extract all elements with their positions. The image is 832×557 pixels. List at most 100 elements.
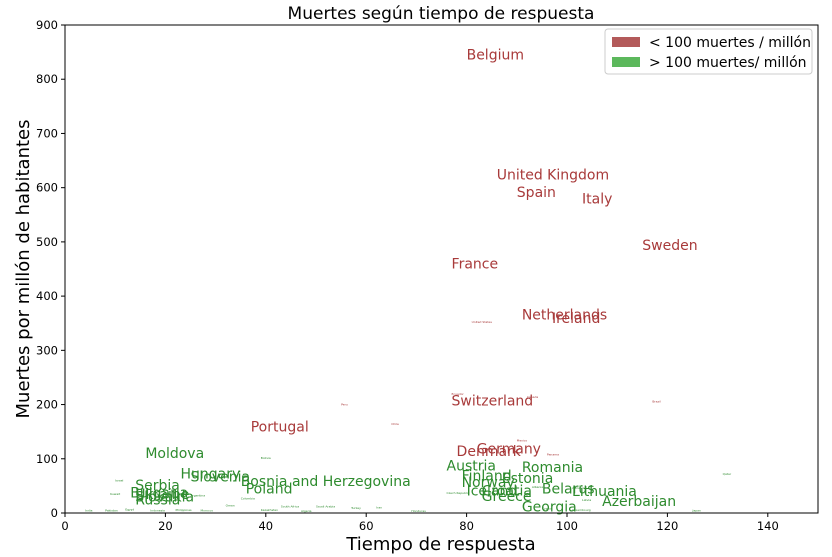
country-label: Albania	[532, 485, 543, 489]
country-label: Netherlands	[522, 307, 607, 323]
country-label: Germany	[477, 441, 541, 457]
country-label: Norway	[462, 475, 515, 491]
y-tick-label: 100	[36, 452, 58, 466]
country-label: Oman	[226, 503, 235, 507]
country-label: Lithuania	[572, 484, 637, 500]
y-tick-label: 800	[36, 72, 58, 86]
x-tick-label: 80	[459, 519, 474, 533]
country-label: Pakistan	[105, 508, 118, 512]
country-label: Hungary	[180, 466, 240, 482]
country-label: Georgia	[522, 499, 577, 515]
country-label: Argentina	[191, 494, 206, 498]
country-label: Morocco	[201, 508, 214, 512]
country-label: Cyprus	[542, 507, 553, 511]
country-label: Belgium	[467, 48, 524, 64]
y-tick-label: 500	[36, 235, 58, 249]
y-tick-label: 900	[36, 18, 58, 32]
legend-swatch	[612, 57, 640, 67]
country-label: Belarus	[542, 481, 595, 497]
country-label: Poland	[246, 481, 293, 497]
country-label: Colombia	[241, 496, 255, 500]
legend-entry: > 100 muertes/ millón	[649, 55, 807, 71]
country-label: Azerbaijan	[602, 494, 676, 510]
y-tick-label: 0	[51, 506, 58, 520]
country-label: Slovakia	[135, 490, 194, 506]
legend-box	[604, 28, 813, 75]
y-tick-label: 600	[36, 181, 58, 195]
y-tick-label: 700	[36, 126, 58, 140]
legend-swatch	[612, 37, 640, 47]
x-tick-label: 40	[258, 519, 273, 533]
country-label: Kuwait	[110, 492, 121, 496]
x-tick-label: 100	[556, 519, 578, 533]
x-tick-label: 20	[158, 519, 173, 533]
country-label: Croatia	[482, 484, 532, 500]
country-label: Finland	[462, 468, 512, 484]
y-tick-label: 400	[36, 289, 58, 303]
country-label: Peru	[341, 403, 348, 407]
x-tick-label: 60	[359, 519, 374, 533]
y-tick-label: 200	[36, 398, 58, 412]
country-label: Portugal	[251, 420, 309, 436]
country-label: Russia	[135, 492, 180, 508]
chart-title: Muertes según tiempo de respuesta	[288, 4, 595, 24]
country-label: Ecuador	[452, 392, 465, 396]
country-label: Canada	[527, 395, 539, 399]
country-label: Indonesia	[150, 508, 165, 512]
country-label: Egypt	[125, 507, 134, 511]
country-label: Serbia	[135, 478, 180, 494]
y-axis: 0 100 200 300 400 500 600 700 800 900	[36, 18, 65, 520]
country-label: Algeria	[301, 509, 312, 513]
country-label: Bulgaria	[130, 485, 188, 501]
country-label: Armenia	[572, 486, 585, 490]
country-label: Spain	[517, 185, 556, 201]
country-label: Mexico	[517, 438, 528, 442]
country-label: Bolivia	[261, 456, 271, 460]
x-tick-label: 0	[61, 519, 68, 533]
country-label: Chile	[391, 422, 399, 426]
country-label: Latvia	[582, 498, 591, 502]
axes-frame	[64, 24, 819, 514]
country-label: Bosnia and Herzegovina	[241, 474, 411, 490]
country-label: Sweden	[642, 238, 697, 254]
country-label: Italy	[582, 191, 612, 207]
country-label: Austria	[447, 459, 496, 475]
country-label: Qatar	[723, 472, 732, 476]
x-axis-title: Tiempo de respuesta	[345, 534, 535, 555]
country-label: Slovenia	[191, 470, 251, 486]
country-label: Israel	[115, 479, 123, 483]
country-label: Iran	[376, 506, 382, 510]
country-label: Philippines	[175, 508, 192, 512]
country-label: Saudi Arabia	[316, 505, 335, 509]
country-label: Luxembourg	[572, 508, 591, 512]
country-label: Greece	[482, 489, 532, 505]
country-label: Estonia	[502, 471, 554, 487]
x-tick-label: 120	[656, 519, 678, 533]
country-label: Honduras	[411, 509, 426, 513]
country-label: Panama	[547, 453, 559, 457]
legend: < 100 muertes / millón > 100 muertes/ mil…	[604, 28, 813, 75]
x-axis: 0 20 40 60 80 100 120 140	[61, 513, 779, 533]
country-label: Ukraine	[135, 487, 189, 503]
country-label: Kazakhstan	[261, 508, 278, 512]
x-tick-label: 140	[757, 519, 779, 533]
country-label: India	[85, 508, 93, 512]
country-label: Iceland	[467, 484, 518, 500]
legend-entry: < 100 muertes / millón	[649, 35, 811, 51]
country-label: Japan	[692, 508, 701, 512]
country-label: Turkey	[350, 506, 361, 510]
country-label: Ireland	[552, 311, 600, 327]
country-label: Brazil	[652, 399, 661, 403]
country-label: France	[452, 256, 499, 272]
country-label: Moldova	[145, 446, 204, 462]
country-label: Romania	[522, 460, 583, 476]
country-label: Czech Republic	[447, 491, 470, 495]
country-label: United Kingdom	[497, 168, 609, 184]
y-axis-title: Muertes por millón de habitantes	[13, 120, 34, 419]
country-label: Switzerland	[452, 394, 534, 410]
country-label: Denmark	[457, 444, 522, 460]
y-tick-label: 300	[36, 343, 58, 357]
country-label: South Africa	[281, 505, 299, 509]
